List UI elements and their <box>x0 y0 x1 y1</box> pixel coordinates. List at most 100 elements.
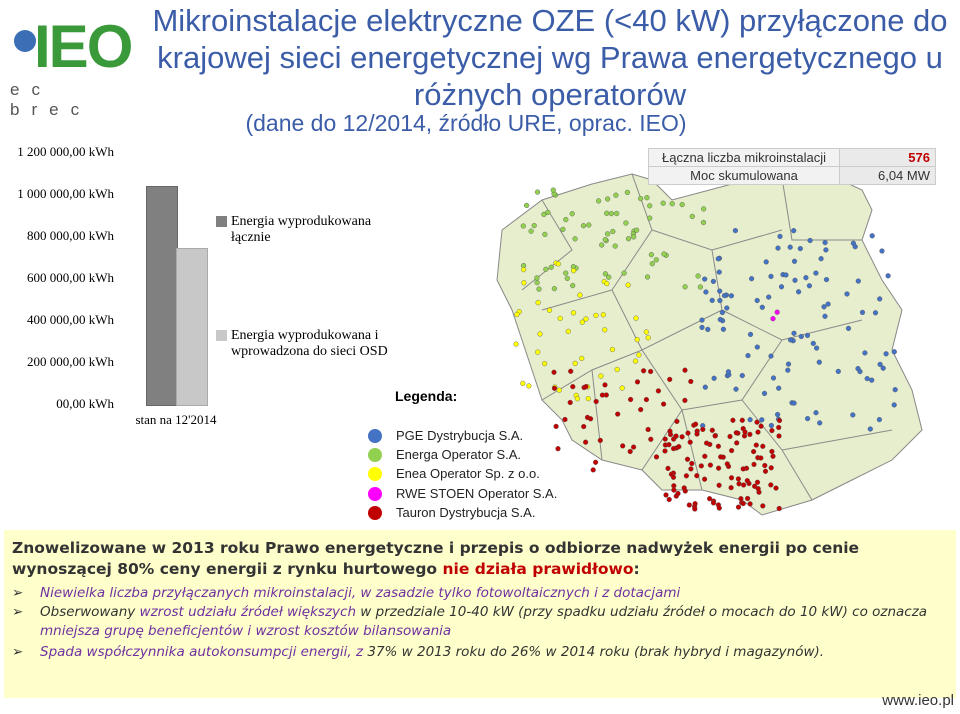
installation-dot <box>593 312 599 319</box>
legend-label-grid: Energia wyprodukowana i wprowadzona do s… <box>231 328 388 359</box>
installation-dot <box>720 326 727 332</box>
installation-dot <box>673 433 679 439</box>
installation-dot <box>541 361 548 367</box>
installation-dot <box>543 266 549 272</box>
installation-dot <box>597 437 603 444</box>
installation-dot <box>550 187 556 193</box>
installation-dot <box>864 376 870 382</box>
installation-dot <box>707 496 713 502</box>
installation-dot <box>564 275 570 282</box>
installation-dot <box>572 236 578 242</box>
installation-dot <box>717 316 723 323</box>
installation-dot <box>776 505 782 512</box>
installation-dot <box>747 431 753 438</box>
installation-dot <box>705 326 711 333</box>
installation-dot <box>733 430 739 436</box>
installation-dot <box>768 353 774 359</box>
bullet-body: Spada współczynnika autokonsumpcji energ… <box>40 643 945 662</box>
installation-dot <box>689 213 695 220</box>
installation-dot <box>545 209 551 216</box>
installation-dot <box>565 328 571 335</box>
installation-dot <box>595 198 602 204</box>
installation-dot <box>880 365 886 371</box>
installation-dot <box>721 292 728 299</box>
bullet-text: Obserwowany <box>40 604 140 620</box>
installation-dot <box>542 231 548 238</box>
installation-dot <box>604 231 611 237</box>
installation-dot <box>774 309 780 315</box>
installation-dot <box>717 297 723 304</box>
installation-dot <box>776 424 782 431</box>
installation-dot <box>628 396 634 403</box>
installation-dot <box>885 273 891 279</box>
y-tick-label: 400 000,00 kWh <box>26 312 114 327</box>
installation-dot <box>768 465 774 471</box>
info-box: Znowelizowane w 2013 roku Prawo energety… <box>4 530 956 698</box>
installation-dot <box>740 466 746 472</box>
installation-dot <box>520 266 527 273</box>
stats-power-label: Moc skumulowana <box>648 166 840 185</box>
installation-dot <box>752 483 758 489</box>
installation-dot <box>633 315 639 321</box>
installation-dot <box>879 248 885 254</box>
installation-dot <box>709 427 715 433</box>
installation-dot <box>619 385 625 391</box>
installation-dot <box>676 444 682 450</box>
installation-dot <box>604 196 611 202</box>
installation-dot <box>710 278 717 285</box>
bar-energy-total <box>146 185 178 406</box>
installation-dot <box>768 422 775 429</box>
installation-dot <box>612 243 618 249</box>
stats-table: Łączna liczba mikroinstalacji 576 Moc sk… <box>648 148 936 185</box>
y-tick-label: 00,00 kWh <box>56 396 114 411</box>
installation-dot <box>797 245 803 252</box>
installation-dot <box>638 407 644 413</box>
installation-dot <box>798 333 804 340</box>
installation-dot <box>600 312 606 318</box>
installation-dot <box>610 228 616 235</box>
installation-dot <box>683 473 690 479</box>
installation-dot <box>835 368 841 375</box>
installation-dot <box>791 258 798 264</box>
installation-dot <box>732 227 739 234</box>
installation-dot <box>727 433 733 440</box>
installation-dot <box>877 361 883 368</box>
installation-dot <box>700 219 707 226</box>
installation-dot <box>844 291 850 297</box>
installation-dot <box>615 411 621 417</box>
installation-dot <box>577 292 583 298</box>
installation-dot <box>724 461 730 467</box>
installation-dot <box>740 501 746 507</box>
installation-dot <box>682 397 688 404</box>
installation-dot <box>643 329 649 335</box>
bullet-text: w przedziale 10-40 kW (przy spadku udzia… <box>356 604 928 620</box>
stats-power-value: 6,04 MW <box>839 166 936 185</box>
installation-dot <box>667 376 673 383</box>
installation-dot <box>563 216 569 223</box>
bullet-arrow-icon: ➢ <box>12 585 24 601</box>
installation-dot <box>855 278 861 284</box>
installation-dot <box>785 361 792 367</box>
installation-dot <box>574 396 581 402</box>
ieo-logo: IEO ec brec <box>4 6 142 119</box>
installation-dot <box>892 387 898 393</box>
installation-dot <box>716 269 722 275</box>
installation-dot <box>583 316 589 322</box>
installation-dot <box>816 359 822 365</box>
installation-dot <box>768 482 774 488</box>
installation-dot <box>568 368 574 374</box>
installation-dot <box>647 215 653 221</box>
installation-dot <box>845 325 852 332</box>
installation-dot <box>579 319 585 325</box>
installation-dot <box>681 485 687 491</box>
installation-dot <box>754 479 761 485</box>
installation-dot <box>777 233 783 240</box>
bullet-body: Obserwowany wzrost udziału źródeł większ… <box>40 603 945 641</box>
installation-dot <box>817 420 823 426</box>
installation-dot <box>694 431 700 437</box>
stats-row-total: Łączna liczba mikroinstalacji 576 <box>648 148 936 167</box>
installation-dot <box>806 283 813 289</box>
installation-dot <box>666 496 672 503</box>
installation-dot <box>755 486 761 492</box>
installation-dot <box>810 340 816 347</box>
